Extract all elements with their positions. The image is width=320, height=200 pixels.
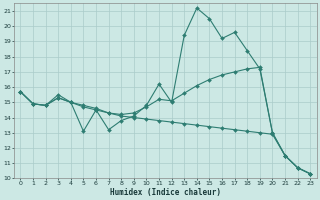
X-axis label: Humidex (Indice chaleur): Humidex (Indice chaleur) (110, 188, 221, 197)
